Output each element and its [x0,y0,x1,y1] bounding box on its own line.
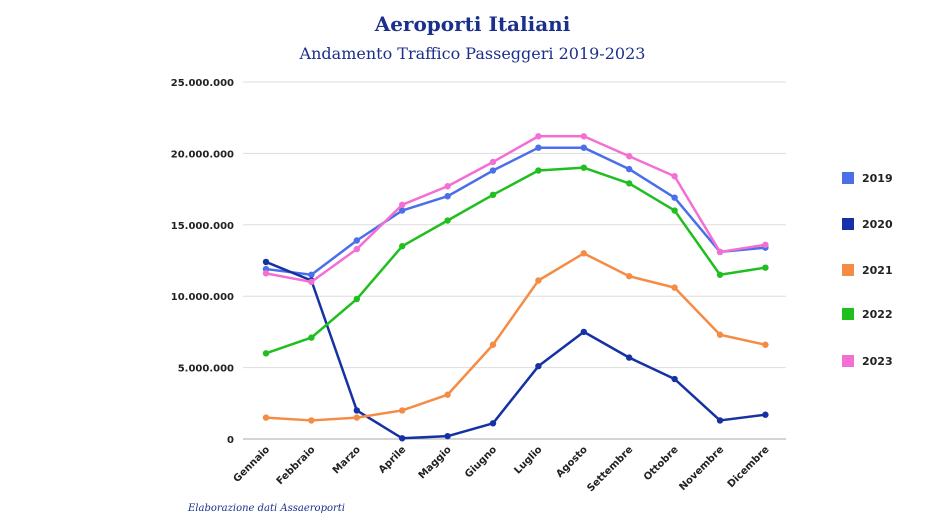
data-point-2019 [580,144,587,151]
data-point-2023 [353,245,360,253]
y-tick-label: 5.000.000 [178,364,234,375]
legend-swatch-2020 [842,218,854,230]
data-point-2019 [535,144,542,151]
x-tick-label: Novembre [677,444,726,493]
source-note: Elaborazione dati Assaeroporti [188,503,345,514]
data-point-2020 [716,417,724,424]
data-point-2022 [262,350,270,357]
data-point-2020 [535,362,542,370]
x-tick-label: Maggio [417,444,454,481]
data-point-2019 [308,271,315,278]
data-point-2021 [671,284,678,291]
data-point-2021 [489,341,497,348]
data-point-2020 [626,354,633,361]
data-point-2020 [353,407,360,414]
data-point-2019 [626,165,633,173]
data-point-2019 [671,194,678,201]
data-point-2023 [580,133,587,140]
data-point-2020 [580,328,587,336]
data-point-2023 [671,173,678,180]
data-point-2022 [762,264,769,271]
data-point-2023 [535,133,542,140]
data-point-2022 [626,180,633,187]
y-tick-label: 10.000.000 [171,292,234,303]
data-point-2023 [626,153,633,160]
legend-label-2020: 2020 [862,218,893,231]
data-point-2021 [716,331,724,338]
data-point-2022 [399,243,406,250]
data-point-2023 [716,248,724,256]
data-point-2022 [671,207,678,214]
data-point-2021 [353,414,360,421]
y-tick-label: 0 [227,435,234,446]
series-line-2022 [265,166,766,355]
legend-swatch-2023 [842,355,854,367]
chart-title: Aeroporti Italiani [374,12,571,36]
x-tick-label: Settembre [585,444,635,494]
legend-label-2022: 2022 [862,308,893,321]
data-point-2021 [308,417,315,424]
x-tick-label: Dicembre [726,444,772,490]
data-point-2020 [671,375,678,383]
series-line-2021 [265,252,766,422]
data-point-2022 [580,164,587,171]
data-point-2023 [399,201,406,209]
x-tick-label: Marzo [331,444,363,476]
series-line-2019 [265,146,766,277]
legend-swatch-2021 [842,264,854,276]
data-point-2019 [399,207,406,214]
data-point-2021 [399,407,406,414]
data-point-2021 [580,250,587,257]
data-point-2022 [489,191,497,199]
series-line-2023 [265,135,766,284]
data-point-2023 [262,270,270,277]
legend-swatch-2022 [842,308,854,320]
x-tick-label: Luglio [512,444,544,476]
x-tick-label: Agosto [554,444,590,480]
data-point-2021 [626,273,633,280]
data-point-2023 [762,241,769,248]
data-point-2019 [353,237,360,244]
data-point-2022 [308,334,315,341]
legend-label-2019: 2019 [862,172,893,185]
chart-subtitle: Andamento Traffico Passeggeri 2019-2023 [299,44,646,63]
data-point-2021 [444,391,451,398]
data-point-2020 [489,420,497,427]
data-point-2020 [762,411,769,418]
data-point-2019 [489,167,497,174]
legend-label-2023: 2023 [862,355,893,368]
x-tick-label: Gennaio [232,444,273,485]
series-line-2020 [265,260,766,440]
data-point-2020 [262,258,270,266]
data-point-2019 [444,193,451,200]
data-point-2022 [353,295,360,303]
y-tick-label: 20.000.000 [171,149,234,160]
data-point-2023 [444,183,451,190]
y-tick-label: 15.000.000 [171,221,234,232]
data-point-2022 [444,217,451,224]
data-point-2022 [535,167,542,174]
data-point-2023 [489,158,497,166]
legend-swatch-2019 [842,172,854,184]
data-point-2020 [399,435,406,442]
x-tick-label: Febbraio [275,444,318,487]
x-tick-label: Giugno [463,444,499,480]
x-tick-label: Ottobre [642,444,681,483]
data-point-2021 [535,277,542,284]
x-tick-label: Aprile [377,444,409,476]
data-point-2021 [262,414,270,421]
legend-label-2021: 2021 [862,264,893,277]
y-tick-label: 25.000.000 [171,78,234,89]
data-point-2021 [762,341,769,348]
data-point-2022 [716,271,724,278]
data-point-2020 [444,432,451,440]
data-point-2023 [308,278,315,286]
